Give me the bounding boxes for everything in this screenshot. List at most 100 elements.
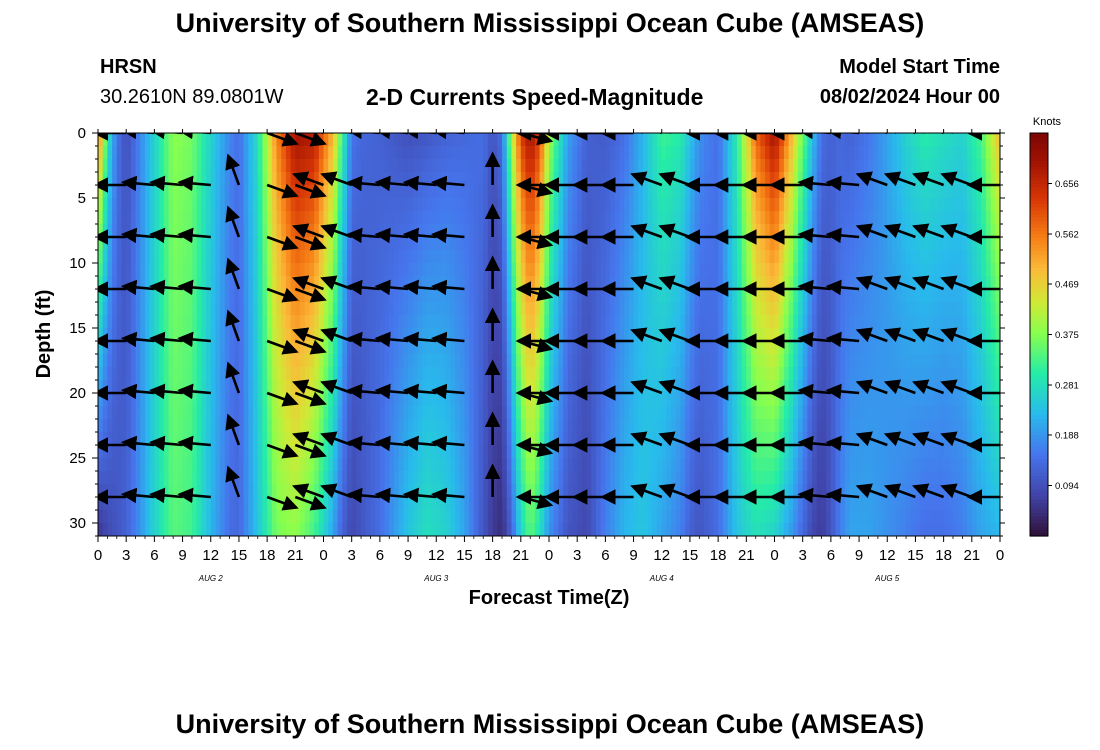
heatmap-cell [553,471,559,485]
heatmap-cell [783,211,790,225]
heatmap-cell [102,133,108,147]
heatmap-cell [830,497,837,511]
heatmap-cell [741,510,747,524]
heatmap-cell [267,172,273,186]
heatmap-cell [661,406,668,420]
heatmap-cell [187,133,193,147]
heatmap-cell [281,380,287,394]
heatmap-cell [534,328,541,342]
heatmap-cell [300,198,306,212]
heatmap-cell [619,237,625,251]
heatmap-cell [379,393,386,407]
heatmap-cell [492,393,498,407]
heatmap-cell [736,458,743,472]
heatmap-cell [638,250,644,264]
heatmap-cell [234,133,240,147]
heatmap-cell [215,393,221,407]
heatmap-cell [572,510,578,524]
heatmap-cell [384,185,390,199]
heatmap-cell [121,146,127,160]
heatmap-cell [126,510,132,524]
heatmap-cell [473,172,480,186]
heatmap-cell [163,133,170,147]
heatmap-cell [379,159,386,173]
heatmap-cell [849,263,855,277]
heatmap-cell [553,263,559,277]
heatmap-cell [722,354,729,368]
heatmap-cell [563,419,569,433]
heatmap-cell [675,250,682,264]
heatmap-cell [732,328,738,342]
heatmap-cell [619,445,625,459]
heatmap-cell [365,263,372,277]
heatmap-cell [652,237,658,251]
heatmap-cell [783,510,790,524]
heatmap-cell [624,302,630,316]
heatmap-cell [281,315,287,329]
heatmap-cell [196,406,202,420]
heatmap-cell [98,341,104,355]
heatmap-cell [361,211,367,225]
heatmap-cell [689,458,696,472]
heatmap-cell [440,367,447,381]
heatmap-cell [253,328,259,342]
heatmap-cell [502,133,508,147]
heatmap-cell [619,302,625,316]
heatmap-cell [755,172,762,186]
heatmap-cell [309,328,315,342]
heatmap-cell [553,198,559,212]
heatmap-cell [356,523,362,536]
heatmap-cell [351,393,357,407]
heatmap-cell [342,172,348,186]
heatmap-cell [154,263,160,277]
heatmap-cell [445,263,451,277]
heatmap-cell [534,276,541,290]
heatmap-cell [779,458,785,472]
heatmap-cell [126,419,132,433]
heatmap-cell [229,523,235,536]
heatmap-cell [633,354,639,368]
heatmap-cell [765,328,771,342]
heatmap-cell [445,354,451,368]
heatmap-cell [591,380,597,394]
heatmap-cell [713,224,719,238]
heatmap-cell [788,237,794,251]
heatmap-cell [144,250,151,264]
heatmap-cell [633,237,639,251]
heatmap-cell [516,159,522,173]
heatmap-cell [600,237,606,251]
heatmap-cell [675,380,682,394]
heatmap-cell [586,328,592,342]
heatmap-cell [614,497,621,511]
heatmap-cell [459,510,466,524]
heatmap-cell [708,510,715,524]
heatmap-cell [694,510,700,524]
heatmap-cell [271,146,278,160]
heatmap-cell [483,237,489,251]
heatmap-cell [191,458,198,472]
heatmap-cell [671,510,677,524]
heatmap-cell [619,354,625,368]
heatmap-cell [361,315,367,329]
heatmap-cell [459,432,466,446]
heatmap-cell [619,484,625,498]
heatmap-cell [459,198,466,212]
heatmap-cell [375,354,381,368]
heatmap-cell [657,237,663,251]
heatmap-cell [163,159,170,173]
heatmap-cell [769,341,776,355]
heatmap-cell [577,341,583,355]
heatmap-cell [539,172,545,186]
heatmap-cell [844,432,851,446]
heatmap-cell [610,419,616,433]
heatmap-cell [98,458,104,472]
heatmap-cell [445,146,451,160]
heatmap-cell [567,497,574,511]
heatmap-cell [685,146,691,160]
heatmap-cell [581,432,588,446]
heatmap-cell [445,302,451,316]
heatmap-cell [558,211,564,225]
heatmap-cell [704,510,710,524]
heatmap-cell [718,445,724,459]
heatmap-cell [530,484,536,498]
